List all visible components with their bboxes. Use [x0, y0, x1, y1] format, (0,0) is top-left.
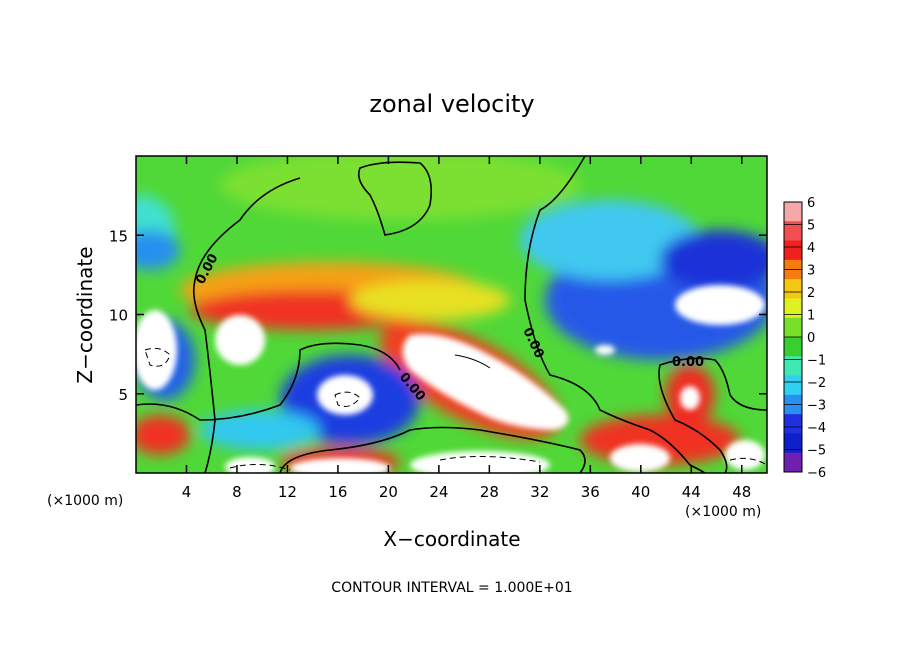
- y-tick-label-15: 15: [109, 227, 128, 245]
- colorbar-label-6: 0: [807, 331, 815, 346]
- x-tick-label-28: 28: [480, 483, 499, 501]
- colorbar-label-3: 3: [807, 264, 815, 279]
- chart-title: zonal velocity: [369, 90, 534, 118]
- field-patch-white-bottom-5: [725, 440, 765, 470]
- colorbar-label-0: 6: [807, 196, 815, 211]
- colorbar-label-2: 4: [807, 241, 815, 256]
- dashed-contour-4: [229, 464, 291, 471]
- field-region-cyan-right: [520, 200, 700, 280]
- field-patch-white-bottom-3: [410, 451, 550, 473]
- colorbar-swatch-12: [784, 433, 802, 454]
- x-unit-right: (×1000 m): [685, 504, 761, 520]
- y-tick-label-10: 10: [109, 307, 128, 325]
- colorbar-label-11: −5: [807, 444, 826, 459]
- colorbar-swatch-7: [784, 337, 802, 357]
- field-region-blue-right-upper: [660, 230, 767, 290]
- zero-contour-lower: [279, 426, 586, 473]
- zero-contours: [136, 156, 767, 473]
- field-region-yellow-band: [350, 280, 510, 320]
- field-patch-white-mid-right: [680, 386, 700, 410]
- thin-contour: [454, 354, 491, 369]
- field-patch-white-bottom-2: [290, 458, 390, 473]
- colorbar-label-1: 5: [807, 219, 815, 234]
- field-region-blue-left: [136, 230, 180, 270]
- colorbar-swatch-4: [784, 279, 802, 299]
- x-tick-label-8: 8: [232, 483, 242, 501]
- x-tick-label-48: 48: [732, 483, 751, 501]
- colorbar-swatch-8: [784, 356, 802, 377]
- x-tick-label-44: 44: [682, 483, 701, 501]
- colorbar-swatch-5: [784, 298, 802, 319]
- field-region-green-upper: [220, 156, 580, 220]
- x-tick-label-4: 4: [182, 483, 192, 501]
- colorbar-label-10: −4: [807, 421, 826, 436]
- colorbar-swatch-11: [784, 414, 802, 434]
- colorbar-label-8: −2: [807, 376, 826, 391]
- colorbar-swatch-9: [784, 375, 802, 396]
- x-tick-label-32: 32: [530, 483, 549, 501]
- field-patch-white-small: [595, 345, 615, 355]
- field-region-red-bottom-left: [136, 415, 190, 455]
- colorbar-label-7: −1: [807, 354, 826, 369]
- x-axis: 4 8 12 16 20 24 28 32 36 40 44 48: [182, 156, 751, 501]
- x-tick-label-36: 36: [581, 483, 600, 501]
- field-patch-white-bottom-4: [610, 444, 670, 472]
- velocity-field: [136, 156, 767, 473]
- dashed-contours: [144, 347, 767, 471]
- y-axis-label: Z−coordinate: [73, 246, 97, 383]
- colorbar-swatch-1: [784, 221, 802, 242]
- field-patch-white-lower: [317, 375, 373, 415]
- x-tick-label-20: 20: [379, 483, 398, 501]
- contour-interval-note: CONTOUR INTERVAL = 1.000E+01: [331, 580, 572, 596]
- dashed-contour-5: [729, 457, 767, 466]
- colorbar: 6 5 4 3 2 1 0 −1 −2 −3 −4 −5 −6: [783, 196, 826, 481]
- field-region-cyan-lower: [200, 410, 320, 450]
- zero-contour-right: [658, 357, 767, 473]
- field-patch-white-left: [215, 315, 265, 365]
- contour-label-4: 0.00: [672, 355, 704, 370]
- colorbar-label-12: −6: [807, 466, 826, 481]
- colorbar-label-9: −3: [807, 399, 826, 414]
- y-tick-label-5: 5: [118, 386, 128, 404]
- x-unit-left: (×1000 m): [47, 493, 123, 509]
- colorbar-swatch-13: [784, 452, 802, 473]
- colorbar-swatch-2: [784, 240, 802, 261]
- colorbar-swatch-6: [784, 317, 802, 338]
- zero-contour-center: [524, 156, 706, 473]
- colorbar-label-4: 2: [807, 286, 815, 301]
- x-axis-label: X−coordinate: [383, 527, 520, 551]
- zero-contour-middle: [136, 342, 401, 421]
- x-tick-label-24: 24: [429, 483, 448, 501]
- colorbar-label-5: 1: [807, 309, 815, 324]
- zero-contour-upper-loop: [357, 161, 433, 236]
- colorbar-swatch-0: [784, 202, 802, 222]
- dashed-contour-3: [439, 455, 541, 463]
- field-patch-white-far-left: [136, 310, 177, 390]
- x-tick-label-40: 40: [631, 483, 650, 501]
- x-tick-label-16: 16: [328, 483, 347, 501]
- y-axis: 5 10 15: [109, 227, 767, 404]
- field-patch-white-center: [402, 334, 569, 430]
- x-tick-label-12: 12: [278, 483, 297, 501]
- field-patch-white-right: [675, 285, 765, 325]
